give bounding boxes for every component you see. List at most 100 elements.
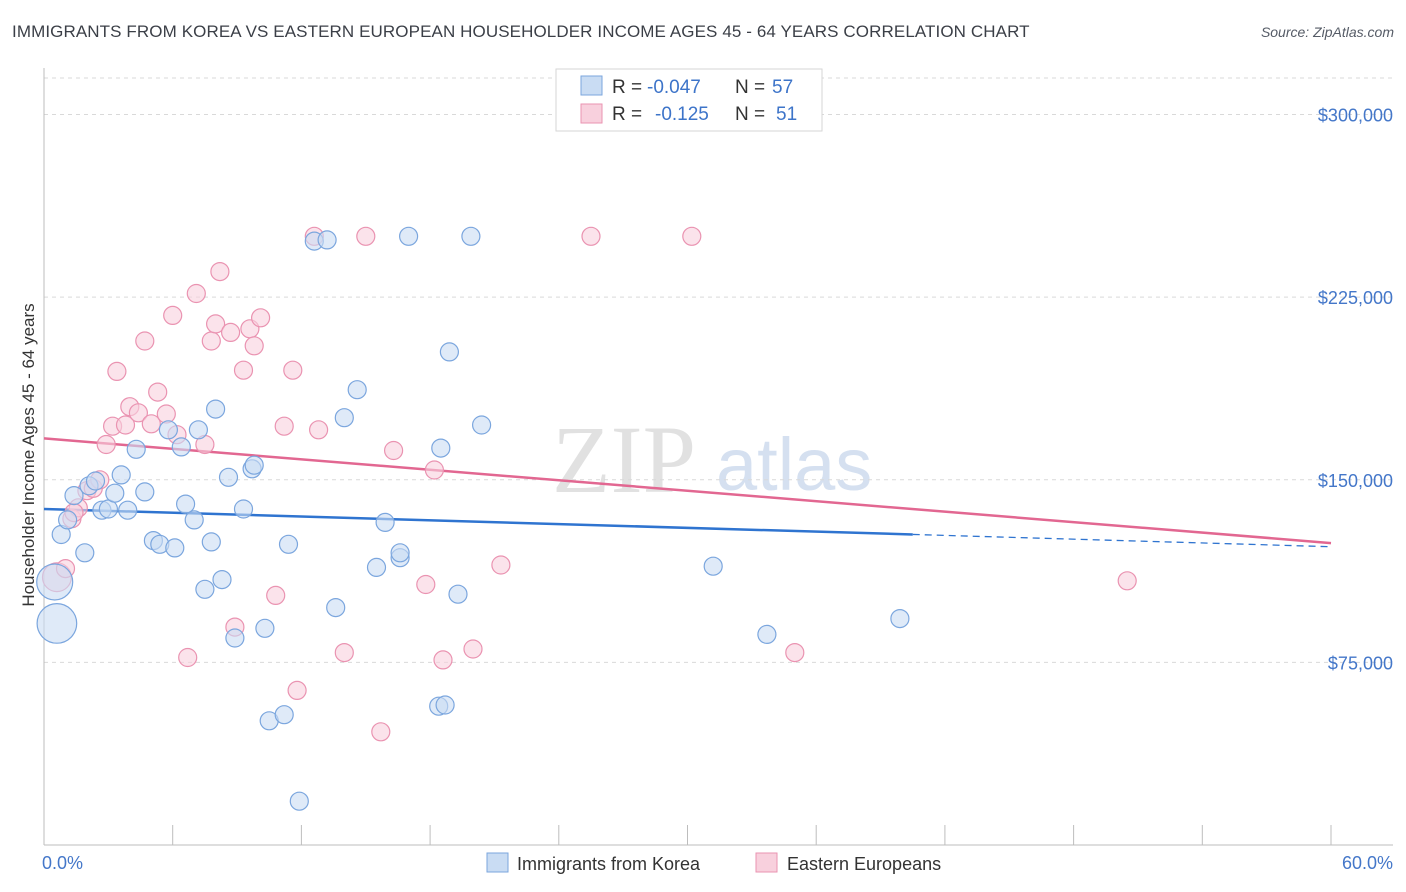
data-point xyxy=(221,322,241,342)
series-legend-label-korea: Immigrants from Korea xyxy=(517,854,701,874)
data-point xyxy=(424,460,444,480)
watermark-atlas: atlas xyxy=(716,423,872,506)
trend-line-dashed xyxy=(912,533,1332,548)
data-point xyxy=(472,415,492,435)
data-point xyxy=(75,543,95,563)
data-point xyxy=(135,331,155,351)
legend-n-label-korea: N = xyxy=(735,77,765,98)
data-point xyxy=(244,455,264,475)
y-tick-label: $225,000 xyxy=(1318,288,1393,308)
data-point xyxy=(186,283,206,304)
data-point xyxy=(463,639,483,659)
data-point xyxy=(165,538,185,558)
data-point xyxy=(416,574,436,595)
data-point xyxy=(128,403,148,423)
data-point xyxy=(448,584,468,604)
data-point xyxy=(158,420,178,440)
data-point xyxy=(233,499,254,519)
data-point xyxy=(188,420,208,440)
data-point xyxy=(309,420,329,440)
data-point xyxy=(115,415,136,435)
data-point xyxy=(278,534,299,554)
data-point xyxy=(251,308,271,328)
data-point xyxy=(255,618,275,638)
legend-r-label-eastern-european: R = xyxy=(612,104,642,125)
y-tick-label: $300,000 xyxy=(1318,106,1393,126)
data-point xyxy=(176,494,196,514)
data-point xyxy=(184,510,204,530)
data-point xyxy=(266,585,286,606)
axes xyxy=(43,68,1393,846)
y-tick-label: $75,000 xyxy=(1328,653,1393,673)
data-point xyxy=(206,399,226,419)
data-point xyxy=(461,226,481,246)
data-point xyxy=(757,624,777,645)
data-point xyxy=(399,226,419,246)
data-point xyxy=(371,722,391,742)
data-point xyxy=(439,342,459,362)
data-point xyxy=(431,438,451,458)
data-point xyxy=(581,226,601,246)
series-legend: Immigrants from Korea Eastern Europeans xyxy=(486,852,941,874)
series-legend-label-eastern-european: Eastern Europeans xyxy=(787,854,941,874)
data-point xyxy=(375,512,395,533)
legend-n-value-korea: 57 xyxy=(772,77,793,98)
data-point xyxy=(287,680,307,701)
x-tick-label-min: 0.0% xyxy=(42,853,83,873)
source-credit: Source: ZipAtlas.com xyxy=(1260,24,1394,40)
data-point xyxy=(785,642,805,663)
data-point xyxy=(218,467,239,487)
series-legend-swatch-korea xyxy=(486,852,509,873)
watermark-zip: ZIP xyxy=(552,406,696,513)
data-point xyxy=(201,532,221,552)
data-point xyxy=(201,331,221,351)
data-point xyxy=(107,361,127,381)
data-point xyxy=(206,314,226,334)
data-point xyxy=(491,555,511,575)
data-point xyxy=(57,510,78,530)
data-point xyxy=(326,597,346,618)
legend-n-value-eastern-european: 51 xyxy=(776,104,797,125)
data-point xyxy=(210,262,230,282)
data-point xyxy=(682,226,702,246)
data-point xyxy=(141,414,161,434)
data-point xyxy=(283,360,303,380)
data-point xyxy=(212,569,232,590)
data-point xyxy=(274,416,294,436)
data-point xyxy=(163,305,183,325)
data-point xyxy=(118,500,138,520)
data-point xyxy=(274,705,294,725)
series-korea xyxy=(36,226,910,811)
series-legend-swatch-eastern-european xyxy=(755,852,778,873)
data-point xyxy=(366,557,387,578)
legend-r-value-korea: -0.047 xyxy=(647,77,701,98)
data-point xyxy=(347,380,367,400)
legend-r-label-korea: R = xyxy=(612,77,642,98)
data-point xyxy=(111,465,131,485)
data-point xyxy=(96,434,116,455)
data-point xyxy=(178,647,198,668)
data-point xyxy=(334,642,354,663)
data-point xyxy=(289,791,309,811)
data-point xyxy=(85,471,106,491)
trend-line-solid xyxy=(43,507,913,536)
correlation-legend: R = -0.047 N = 57 R = -0.125 N = 51 xyxy=(555,68,823,132)
chart-title: IMMIGRANTS FROM KOREA VS EASTERN EUROPEA… xyxy=(12,22,1030,41)
watermark: ZIP atlas xyxy=(552,406,872,513)
data-point xyxy=(390,543,410,563)
data-point xyxy=(36,563,74,601)
legend-swatch-korea xyxy=(580,75,603,96)
data-point xyxy=(225,628,245,648)
data-point xyxy=(171,437,191,457)
trend-line-solid xyxy=(43,437,1332,545)
data-point xyxy=(135,482,155,502)
y-tick-labels: $75,000 $150,000 $225,000 $300,000 xyxy=(1318,106,1393,674)
data-point xyxy=(64,486,84,506)
data-point xyxy=(890,608,910,629)
data-point xyxy=(126,439,146,459)
data-point xyxy=(384,440,404,461)
data-point xyxy=(1117,571,1137,591)
data-point xyxy=(156,404,176,424)
y-tick-label: $150,000 xyxy=(1318,471,1393,491)
